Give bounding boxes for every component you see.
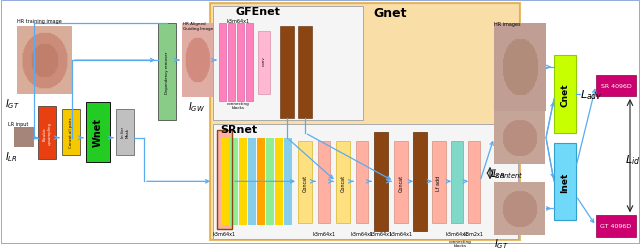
- Text: GT 4096D: GT 4096D: [600, 224, 632, 229]
- Bar: [62, 109, 80, 155]
- Text: k3m64x1: k3m64x1: [369, 231, 392, 236]
- Text: Cnet: Cnet: [561, 83, 570, 106]
- Bar: [298, 141, 312, 223]
- Text: Concat all pairs: Concat all pairs: [69, 117, 73, 147]
- Text: k3m64x1: k3m64x1: [312, 231, 335, 236]
- Bar: [239, 138, 247, 225]
- Bar: [413, 132, 427, 231]
- Bar: [356, 141, 368, 223]
- Text: k3m64x1: k3m64x1: [389, 231, 413, 236]
- Text: Concat: Concat: [303, 174, 307, 191]
- Bar: [217, 130, 232, 229]
- Bar: [237, 24, 244, 101]
- Text: Dependency remover: Dependency remover: [165, 51, 169, 93]
- Bar: [374, 132, 388, 231]
- Text: $I_{GT}$: $I_{GT}$: [5, 97, 20, 110]
- Bar: [248, 138, 256, 225]
- Bar: [246, 24, 253, 101]
- Text: GFEnet: GFEnet: [236, 7, 280, 17]
- Text: $L_{content}$: $L_{content}$: [490, 167, 524, 181]
- Bar: [38, 106, 56, 159]
- Text: k3m64x1: k3m64x1: [445, 231, 468, 236]
- Bar: [266, 138, 274, 225]
- Bar: [468, 141, 480, 223]
- Bar: [394, 141, 408, 223]
- Bar: [213, 7, 363, 121]
- Text: HR images: HR images: [494, 22, 520, 27]
- Text: HR Aligned
Guiding Image: HR Aligned Guiding Image: [183, 22, 213, 31]
- Bar: [280, 27, 294, 119]
- Text: HR training image: HR training image: [17, 19, 61, 24]
- Bar: [554, 143, 576, 220]
- Text: conv: conv: [262, 56, 266, 66]
- Bar: [298, 27, 312, 119]
- Text: k3m64x1: k3m64x1: [351, 231, 374, 236]
- Text: $L_{adv}$: $L_{adv}$: [580, 88, 603, 102]
- Text: Inet: Inet: [561, 171, 570, 192]
- Text: In lier
Mask: In lier Mask: [121, 127, 129, 138]
- Text: k3m64x1: k3m64x1: [227, 19, 250, 24]
- Text: Gnet: Gnet: [373, 7, 407, 20]
- Bar: [86, 102, 110, 162]
- Text: $I_{GW}$: $I_{GW}$: [188, 100, 205, 113]
- Text: SR 4096D: SR 4096D: [600, 83, 632, 88]
- Bar: [217, 130, 232, 229]
- Text: $I_{SR}$: $I_{SR}$: [492, 166, 505, 180]
- Text: connecting
blocks: connecting blocks: [449, 239, 472, 247]
- Bar: [228, 24, 235, 101]
- Bar: [596, 75, 636, 97]
- Text: LR input: LR input: [8, 121, 28, 127]
- Bar: [210, 4, 520, 240]
- Text: Concat: Concat: [399, 174, 403, 191]
- Text: $L_{id}$: $L_{id}$: [625, 152, 640, 166]
- Bar: [596, 215, 636, 237]
- Text: SRnet: SRnet: [220, 124, 257, 135]
- Bar: [219, 24, 226, 101]
- Text: k3m64x1: k3m64x1: [212, 231, 236, 236]
- Bar: [336, 141, 350, 223]
- Bar: [554, 56, 576, 133]
- Text: Wnet: Wnet: [93, 118, 103, 147]
- Bar: [284, 138, 292, 225]
- Bar: [158, 24, 176, 121]
- Bar: [230, 138, 238, 225]
- Bar: [257, 138, 265, 225]
- Bar: [275, 138, 283, 225]
- Text: k3m2x1: k3m2x1: [464, 231, 484, 236]
- Bar: [221, 138, 229, 225]
- Bar: [432, 141, 446, 223]
- Text: Lf add: Lf add: [436, 175, 442, 190]
- Bar: [451, 141, 463, 223]
- Text: Bicubic
upsampling: Bicubic upsampling: [43, 122, 51, 145]
- Text: connecting
blocks: connecting blocks: [227, 101, 250, 110]
- Text: $I_{GT}$: $I_{GT}$: [494, 237, 509, 250]
- Bar: [116, 109, 134, 155]
- Bar: [318, 141, 330, 223]
- Bar: [258, 32, 270, 95]
- Bar: [213, 124, 518, 239]
- Text: Concat: Concat: [340, 174, 346, 191]
- Text: $I_{LR}$: $I_{LR}$: [5, 150, 18, 164]
